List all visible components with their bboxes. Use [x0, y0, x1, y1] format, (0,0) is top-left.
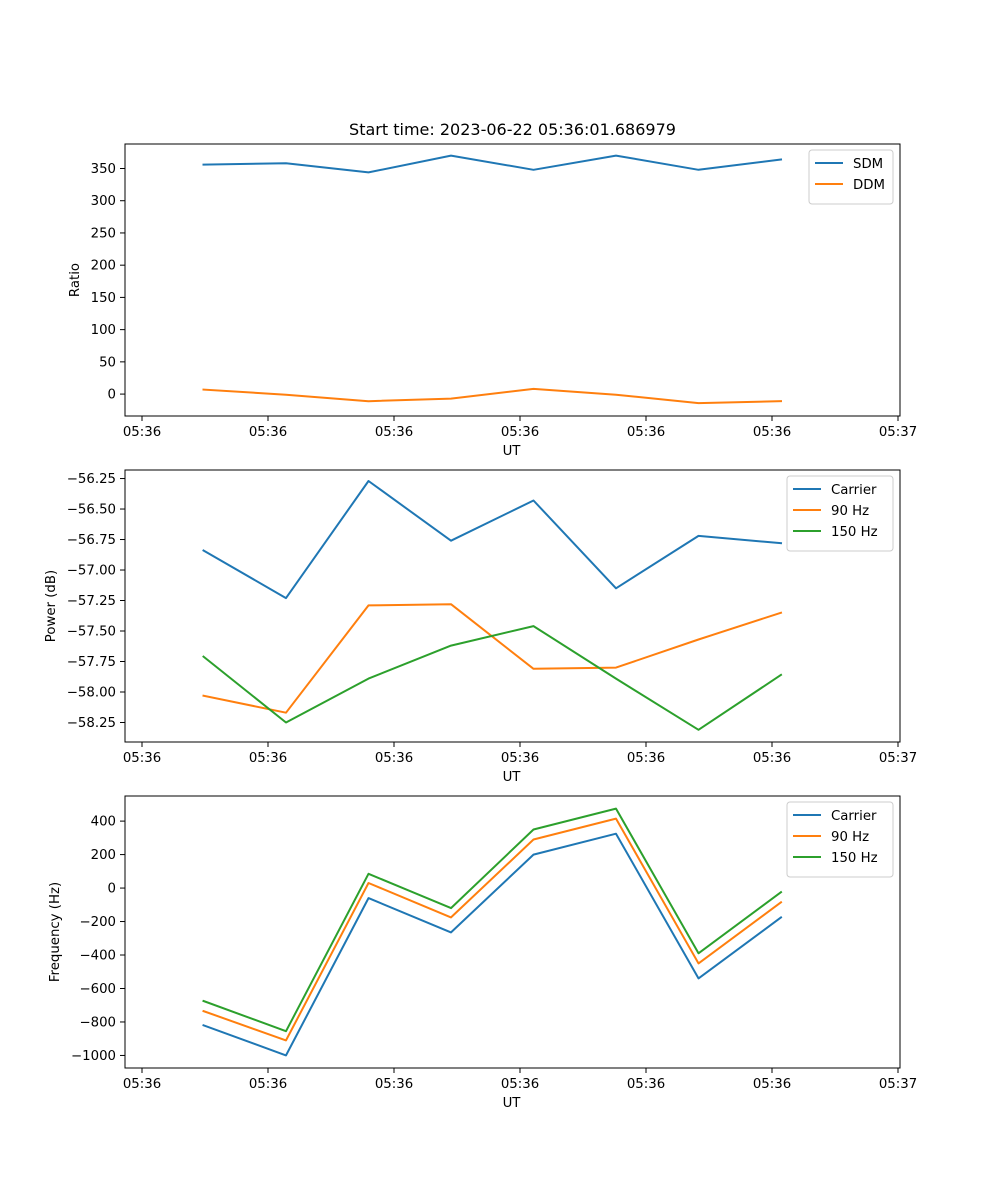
x-tick-label: 05:37: [879, 1077, 917, 1092]
x-axis-label: UT: [503, 1096, 522, 1111]
legend-box: [786, 475, 894, 552]
y-tick-label: 100: [91, 323, 116, 338]
legend: SDM DDM: [808, 149, 894, 205]
x-axis-label: UT: [503, 444, 522, 459]
y-tick-label: 300: [91, 194, 116, 209]
series-line-90-hz: [202, 817, 783, 1042]
chart-panel-3: 05:36 05:36 05:36 05:36 05:36 05:36 05:37 −1000…: [48, 795, 917, 1111]
legend: Carrier 90 Hz 150 Hz: [786, 475, 894, 552]
y-tick-label: −400: [79, 949, 116, 964]
chart-title: Start time: 2023-06-22 05:36:01.686979: [349, 120, 676, 139]
x-tick-label: 05:36: [123, 751, 161, 766]
legend-entry-label: DDM: [853, 178, 885, 193]
y-axis-label: Frequency (Hz): [48, 882, 63, 982]
y-tick-label: −800: [79, 1015, 116, 1030]
series-line-carrier: [202, 832, 783, 1057]
series-line-150-hz: [202, 625, 783, 731]
y-tick-label: 200: [91, 848, 116, 863]
x-tick-label: 05:36: [375, 425, 413, 440]
x-tick-label: 05:36: [375, 751, 413, 766]
legend-entry-label: Carrier: [831, 483, 877, 498]
x-tick-label: 05:36: [501, 751, 539, 766]
chart-panel-2: 05:36 05:36 05:36 05:36 05:36 05:36 05:37 −58.2…: [44, 469, 917, 785]
y-tick-label: 350: [91, 162, 116, 177]
x-tick-label: 05:36: [123, 1077, 161, 1092]
plot-frame: [124, 469, 901, 743]
y-tick-label: 150: [91, 291, 116, 306]
series-line-sdm: [202, 154, 783, 174]
y-tick-label: −600: [79, 982, 116, 997]
series-line-ddm: [202, 387, 783, 405]
y-tick-label: −200: [79, 915, 116, 930]
y-tick-label: −56.75: [67, 533, 116, 548]
y-tick-label: 0: [108, 388, 116, 403]
y-tick-label: −57.50: [67, 625, 116, 640]
legend-entry-label: 90 Hz: [831, 504, 869, 519]
y-tick-label: −57.25: [67, 594, 116, 609]
x-tick-label: 05:37: [879, 751, 917, 766]
legend-entry-label: 150 Hz: [831, 525, 878, 540]
y-tick-label: −57.75: [67, 655, 116, 670]
y-tick-label: −58.00: [67, 685, 116, 700]
y-tick-label: −58.25: [67, 716, 116, 731]
x-tick-label: 05:36: [375, 1077, 413, 1092]
y-tick-label: 0: [108, 882, 116, 897]
y-tick-label: −57.00: [67, 564, 116, 579]
y-tick-label: 250: [91, 226, 116, 241]
y-tick-label: −56.50: [67, 503, 116, 518]
legend-entry-label: Carrier: [831, 809, 877, 824]
x-tick-label: 05:36: [501, 425, 539, 440]
x-tick-label: 05:36: [501, 1077, 539, 1092]
x-tick-label: 05:36: [627, 1077, 665, 1092]
y-tick-label: −56.25: [67, 472, 116, 487]
x-tick-label: 05:36: [249, 751, 287, 766]
x-tick-label: 05:36: [753, 751, 791, 766]
x-axis-label: UT: [503, 770, 522, 785]
x-tick-label: 05:36: [627, 425, 665, 440]
plot-frame: [124, 143, 901, 417]
x-tick-label: 05:36: [627, 751, 665, 766]
series-line-carrier: [202, 480, 783, 600]
y-tick-label: 50: [99, 355, 116, 370]
legend-entry-label: SDM: [853, 157, 883, 172]
legend: Carrier 90 Hz 150 Hz: [786, 801, 894, 878]
x-tick-label: 05:36: [753, 425, 791, 440]
legend-box: [786, 801, 894, 878]
chart-panel-1: Start time: 2023-06-22 05:36:01.68697905…: [68, 120, 917, 459]
x-tick-label: 05:36: [249, 425, 287, 440]
y-tick-label: 200: [91, 259, 116, 274]
y-axis-label: Ratio: [68, 263, 83, 297]
legend-entry-label: 150 Hz: [831, 851, 878, 866]
x-tick-label: 05:37: [879, 425, 917, 440]
series-line-150-hz: [202, 807, 783, 1033]
legend-entry-label: 90 Hz: [831, 830, 869, 845]
x-tick-label: 05:36: [753, 1077, 791, 1092]
x-tick-label: 05:36: [249, 1077, 287, 1092]
y-tick-label: 400: [91, 815, 116, 830]
plot-frame: [124, 795, 901, 1069]
x-tick-label: 05:36: [123, 425, 161, 440]
y-axis-label: Power (dB): [44, 570, 59, 642]
y-tick-label: −1000: [71, 1049, 116, 1064]
